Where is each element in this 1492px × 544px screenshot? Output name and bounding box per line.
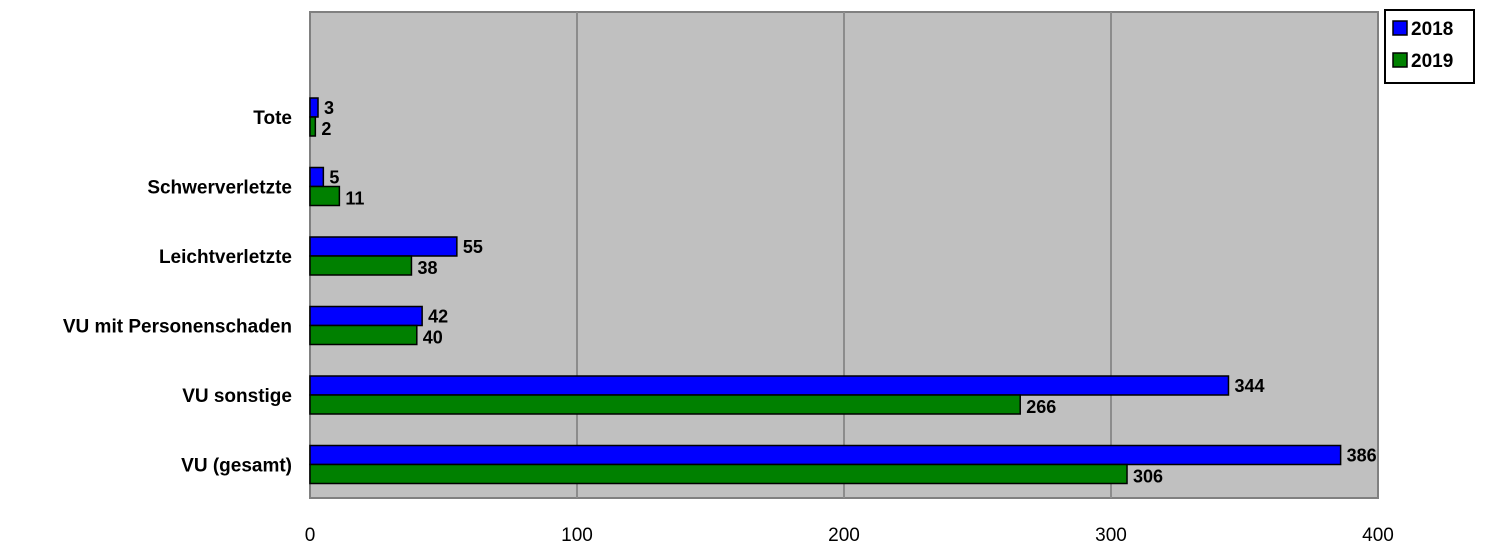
bar-2018 (309, 375, 1230, 396)
legend-swatch-2019 (1392, 52, 1408, 68)
data-label: 344 (1234, 376, 1264, 396)
x-tick-label: 0 (305, 525, 316, 544)
labels: 0 100 200 300 400 Tote 32 Schwerverletzte 5 11 Lei… (63, 98, 1394, 544)
bar-2019 (309, 116, 317, 137)
bar-2019 (309, 255, 413, 276)
bar-2019 (309, 324, 418, 346)
category-label: Schwerverletzte (147, 178, 292, 199)
legend-label: 2019 (1411, 51, 1453, 72)
data-label: 38 (417, 258, 437, 278)
category-label: VU mit Personenschaden (63, 317, 292, 338)
x-tick-label: 200 (828, 525, 860, 544)
data-label: 55 (463, 237, 483, 257)
bar-2018 (309, 236, 458, 257)
x-tick-label: 100 (561, 525, 593, 544)
data-label: 306 (1133, 467, 1163, 487)
bar-2018 (309, 444, 1342, 466)
data-label: 3 (324, 98, 334, 118)
category-label: Leichtverletzte (159, 247, 292, 268)
category-label: VU sonstige (182, 386, 292, 407)
x-tick-label: 300 (1095, 525, 1127, 544)
bar-2019 (309, 463, 1128, 485)
legend: 2018 2019 (1384, 9, 1475, 84)
bar-2018 (309, 166, 325, 188)
legend-swatch-2018 (1392, 20, 1408, 36)
bars (309, 97, 1342, 485)
gridlines (576, 12, 1112, 498)
data-label: 386 (1347, 446, 1377, 466)
x-tick-label: 400 (1362, 525, 1394, 544)
bar-2019 (309, 185, 341, 207)
data-label: 5 (329, 168, 339, 188)
data-label: 40 (423, 328, 443, 348)
bar-2018 (309, 97, 319, 118)
data-label: 42 (428, 307, 448, 327)
bar-2018 (309, 305, 423, 327)
category-label: VU (gesamt) (181, 456, 292, 477)
bar-2019 (309, 394, 1021, 415)
data-label: 2 (321, 119, 331, 139)
data-label: 11 (345, 189, 364, 209)
legend-label: 2018 (1411, 19, 1453, 40)
category-label: Tote (253, 108, 292, 129)
data-label: 266 (1026, 397, 1056, 417)
